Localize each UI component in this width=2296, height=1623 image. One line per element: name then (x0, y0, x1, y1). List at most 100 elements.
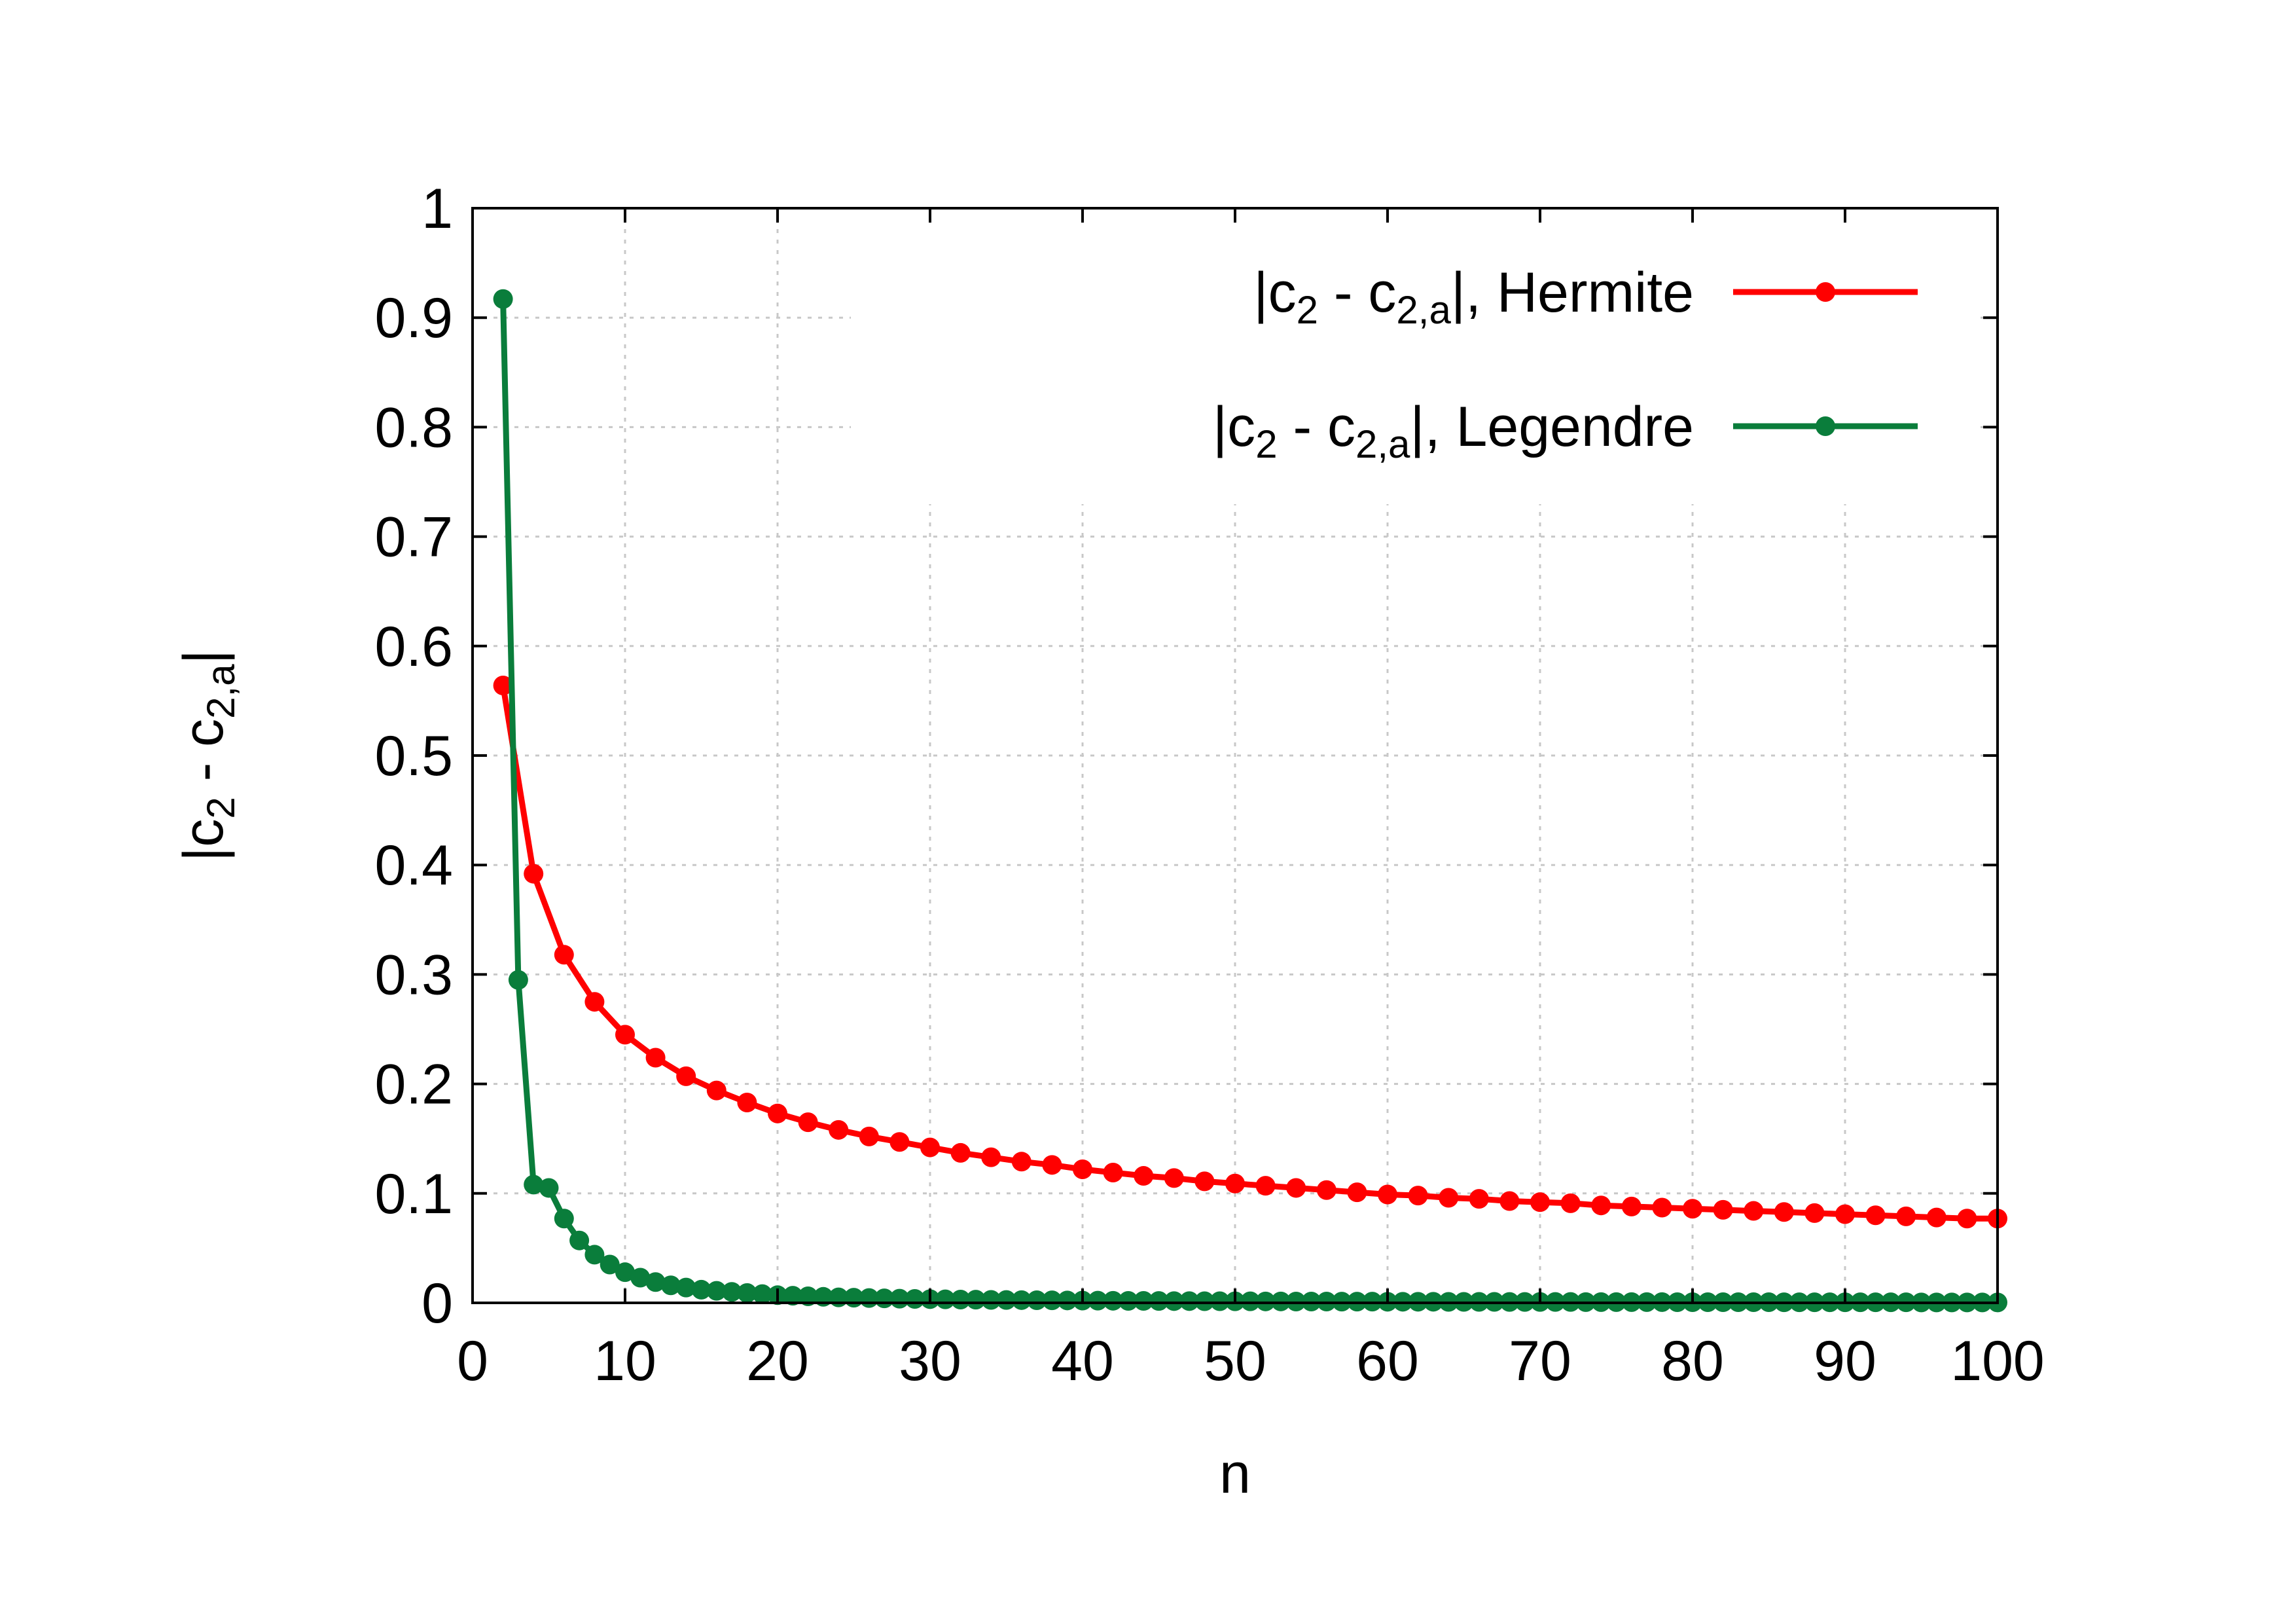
y-tick-label: 1 (422, 177, 453, 240)
data-point (508, 970, 528, 990)
data-point (1835, 1204, 1855, 1224)
data-point (1530, 1192, 1550, 1213)
y-tick-label: 0.9 (374, 287, 453, 350)
data-point (524, 1175, 544, 1195)
data-point (1774, 1202, 1794, 1222)
data-point (996, 1290, 1016, 1310)
data-point (1042, 1155, 1062, 1175)
x-tick-label: 60 (1356, 1330, 1419, 1393)
data-point (1011, 1290, 1031, 1310)
data-point (1499, 1191, 1520, 1211)
data-point (1286, 1291, 1306, 1311)
data-point (798, 1112, 818, 1133)
data-point (1255, 1291, 1276, 1311)
data-point (1103, 1290, 1123, 1311)
data-point (1194, 1171, 1215, 1192)
x-tick-label: 90 (1814, 1330, 1876, 1393)
data-point (493, 675, 513, 695)
data-point (1210, 1291, 1230, 1311)
data-point (493, 289, 513, 309)
data-point (1103, 1163, 1123, 1183)
data-point (1652, 1197, 1672, 1218)
y-tick-label: 0.6 (374, 615, 453, 678)
data-point (935, 1289, 956, 1309)
data-point (645, 1048, 666, 1068)
data-point (1560, 1193, 1581, 1213)
data-point (737, 1093, 757, 1113)
data-point (950, 1142, 971, 1163)
data-point (1118, 1290, 1138, 1311)
data-point (1591, 1195, 1611, 1216)
data-point (1179, 1291, 1200, 1311)
data-point (965, 1290, 986, 1310)
legend-marker (1816, 282, 1835, 302)
x-tick-label: 80 (1661, 1330, 1724, 1393)
data-point (1744, 1201, 1764, 1221)
grid (473, 208, 1998, 1303)
x-tick-label: 0 (457, 1330, 488, 1393)
data-point (1240, 1291, 1261, 1311)
data-point (1804, 1203, 1825, 1223)
y-tick-label: 0.2 (374, 1053, 453, 1116)
data-point (554, 945, 574, 965)
x-tick-label: 10 (594, 1330, 656, 1393)
x-axis-title: n (1219, 1442, 1251, 1505)
x-tick-label: 100 (1950, 1330, 2045, 1393)
data-point (1286, 1178, 1306, 1198)
data-point (1088, 1290, 1108, 1311)
legend: |c2 - c2,a|, Hermite |c2 - c2,a|, Legendr… (1213, 261, 1918, 466)
data-point (798, 1286, 818, 1306)
data-point (1164, 1168, 1184, 1188)
data-point (1347, 1182, 1367, 1203)
data-point (1926, 1207, 1946, 1228)
data-point (722, 1282, 742, 1302)
data-point (630, 1267, 651, 1288)
data-point (1301, 1291, 1321, 1311)
data-point (1896, 1206, 1916, 1226)
y-tick-labels: 0 0.1 0.2 0.3 0.4 0.5 0.6 0.7 0.8 0.9 1 (374, 177, 453, 1335)
data-point (706, 1080, 726, 1101)
data-point (1073, 1159, 1092, 1180)
y-tick-label: 0.1 (374, 1163, 453, 1226)
y-axis-title: |c2 - c2,a| (172, 649, 243, 862)
data-point (645, 1272, 666, 1292)
y-tick-label: 0.7 (374, 506, 453, 569)
data-point (1683, 1199, 1702, 1219)
series-0 (493, 675, 2007, 1229)
data-point (829, 1120, 849, 1140)
x-tick-label: 40 (1051, 1330, 1114, 1393)
data-point (1957, 1209, 1977, 1229)
data-point (1713, 1199, 1733, 1220)
data-point (1164, 1291, 1184, 1311)
data-point (1865, 1205, 1886, 1226)
data-point (1255, 1176, 1276, 1196)
y-tick-label: 0.8 (374, 396, 453, 459)
data-point (615, 1262, 635, 1283)
data-point (1149, 1291, 1169, 1311)
data-point (676, 1066, 696, 1086)
data-point (859, 1126, 879, 1146)
legend-label: |c2 - c2,a|, Hermite (1253, 261, 1694, 332)
ticks (471, 207, 1999, 1304)
legend-label: |c2 - c2,a|, Legendre (1213, 395, 1694, 466)
data-point (1621, 1196, 1641, 1216)
data-point (1270, 1291, 1291, 1311)
x-tick-label: 50 (1204, 1330, 1266, 1393)
data-point (569, 1230, 590, 1250)
data-point (524, 864, 544, 884)
data-point (1408, 1186, 1428, 1206)
data-point (1316, 1180, 1336, 1200)
y-tick-label: 0.5 (374, 725, 453, 788)
data-point (1439, 1188, 1459, 1208)
data-point (783, 1286, 803, 1306)
x-tick-label: 20 (746, 1330, 809, 1393)
data-point (1378, 1184, 1397, 1205)
y-tick-label: 0 (422, 1272, 453, 1335)
data-point (1042, 1290, 1062, 1311)
data-point (752, 1284, 772, 1304)
data-point (1134, 1166, 1154, 1186)
data-point (706, 1281, 726, 1301)
data-point (539, 1178, 559, 1198)
data-point (920, 1137, 940, 1158)
